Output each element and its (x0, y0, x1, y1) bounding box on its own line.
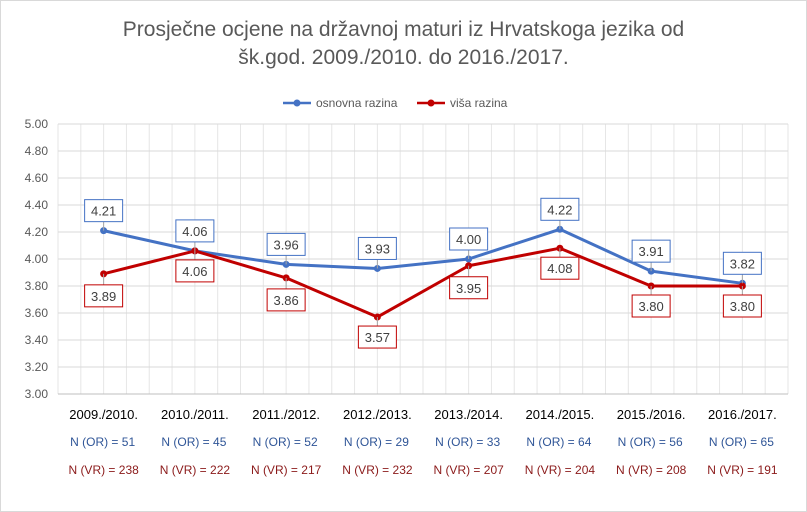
data-label-box (722, 251, 762, 275)
y-tick-label: 4.40 (25, 198, 49, 212)
data-label: 3.96 (273, 237, 298, 252)
data-label-box (175, 259, 215, 283)
count-or: N (OR) = 65 (709, 435, 774, 449)
y-tick-label: 5.00 (25, 117, 49, 131)
data-label: 3.93 (365, 241, 390, 256)
data-label: 3.57 (365, 330, 390, 345)
count-vr: N (VR) = 222 (160, 463, 231, 477)
count-vr: N (VR) = 204 (525, 463, 596, 477)
x-tick-label: 2016./2017. (708, 407, 777, 422)
data-label-box (357, 236, 397, 260)
x-tick-label: 2011./2012. (252, 407, 320, 422)
legend-label-0: osnovna razina (316, 96, 398, 110)
data-label: 3.82 (730, 256, 755, 271)
count-vr: N (VR) = 238 (68, 463, 139, 477)
data-label: 4.21 (91, 204, 116, 219)
data-label: 3.91 (638, 244, 663, 259)
count-or: N (OR) = 33 (435, 435, 500, 449)
count-or: N (OR) = 45 (161, 435, 226, 449)
count-or: N (OR) = 52 (253, 435, 318, 449)
x-tick-label: 2012./2013. (343, 407, 412, 422)
data-label: 4.08 (547, 261, 572, 276)
y-tick-label: 3.60 (25, 306, 49, 320)
legend-marker-1 (427, 99, 435, 107)
count-vr: N (VR) = 207 (433, 463, 504, 477)
x-tick-label: 2010./2011. (161, 407, 229, 422)
series-line-0 (103, 227, 743, 285)
count-vr: N (VR) = 191 (707, 463, 778, 477)
count-or: N (OR) = 64 (526, 435, 591, 449)
data-label: 3.80 (730, 299, 755, 314)
x-tick-label: 2013./2014. (434, 407, 503, 422)
data-label: 3.86 (273, 293, 298, 308)
data-label-box (266, 232, 306, 256)
x-tick-label: 2015./2016. (617, 407, 686, 422)
count-vr: N (VR) = 217 (251, 463, 322, 477)
y-tick-label: 4.80 (25, 144, 49, 158)
data-label: 3.95 (456, 281, 481, 296)
chart-title-line-2: šk.god. 2009./2010. do 2016./2017. (238, 46, 569, 69)
count-or: N (OR) = 51 (70, 435, 135, 449)
data-label-box (540, 197, 580, 221)
data-label-box (175, 219, 215, 243)
data-label: 4.06 (182, 224, 207, 239)
count-vr: N (VR) = 232 (342, 463, 413, 477)
count-vr: N (VR) = 208 (616, 463, 687, 477)
y-tick-label: 3.80 (25, 279, 49, 293)
y-tick-label: 4.60 (25, 171, 49, 185)
data-label-box (449, 227, 489, 251)
series-line-1 (103, 246, 743, 319)
count-or: N (OR) = 56 (618, 435, 683, 449)
x-tick-label: 2014./2015. (526, 407, 595, 422)
data-label-box (84, 199, 124, 223)
data-label: 3.80 (638, 299, 663, 314)
y-tick-label: 3.20 (25, 360, 49, 374)
legend-label-1: viša razina (450, 96, 508, 110)
chart-title: Prosječne ocjene na državnoj maturi iz H… (0, 16, 807, 72)
legend-marker-0 (293, 99, 301, 107)
data-label-box (540, 256, 580, 280)
data-label: 4.22 (547, 202, 572, 217)
data-label-box (722, 294, 762, 318)
data-label-box (631, 239, 671, 263)
y-tick-label: 4.20 (25, 225, 49, 239)
y-tick-label: 4.00 (25, 252, 49, 266)
data-label-box (449, 276, 489, 300)
chart-title-line-1: Prosječne ocjene na državnoj maturi iz H… (122, 18, 685, 41)
data-label-box (631, 294, 671, 318)
data-label-box (266, 288, 306, 312)
data-label: 4.06 (182, 264, 207, 279)
data-label-box (357, 325, 397, 349)
y-tick-label: 3.40 (25, 333, 49, 347)
x-tick-label: 2009./2010. (69, 407, 138, 422)
data-label: 3.89 (91, 289, 116, 304)
count-or: N (OR) = 29 (344, 435, 409, 449)
y-tick-label: 3.00 (25, 387, 49, 401)
data-label: 4.00 (456, 232, 481, 247)
data-label-box (84, 284, 124, 308)
